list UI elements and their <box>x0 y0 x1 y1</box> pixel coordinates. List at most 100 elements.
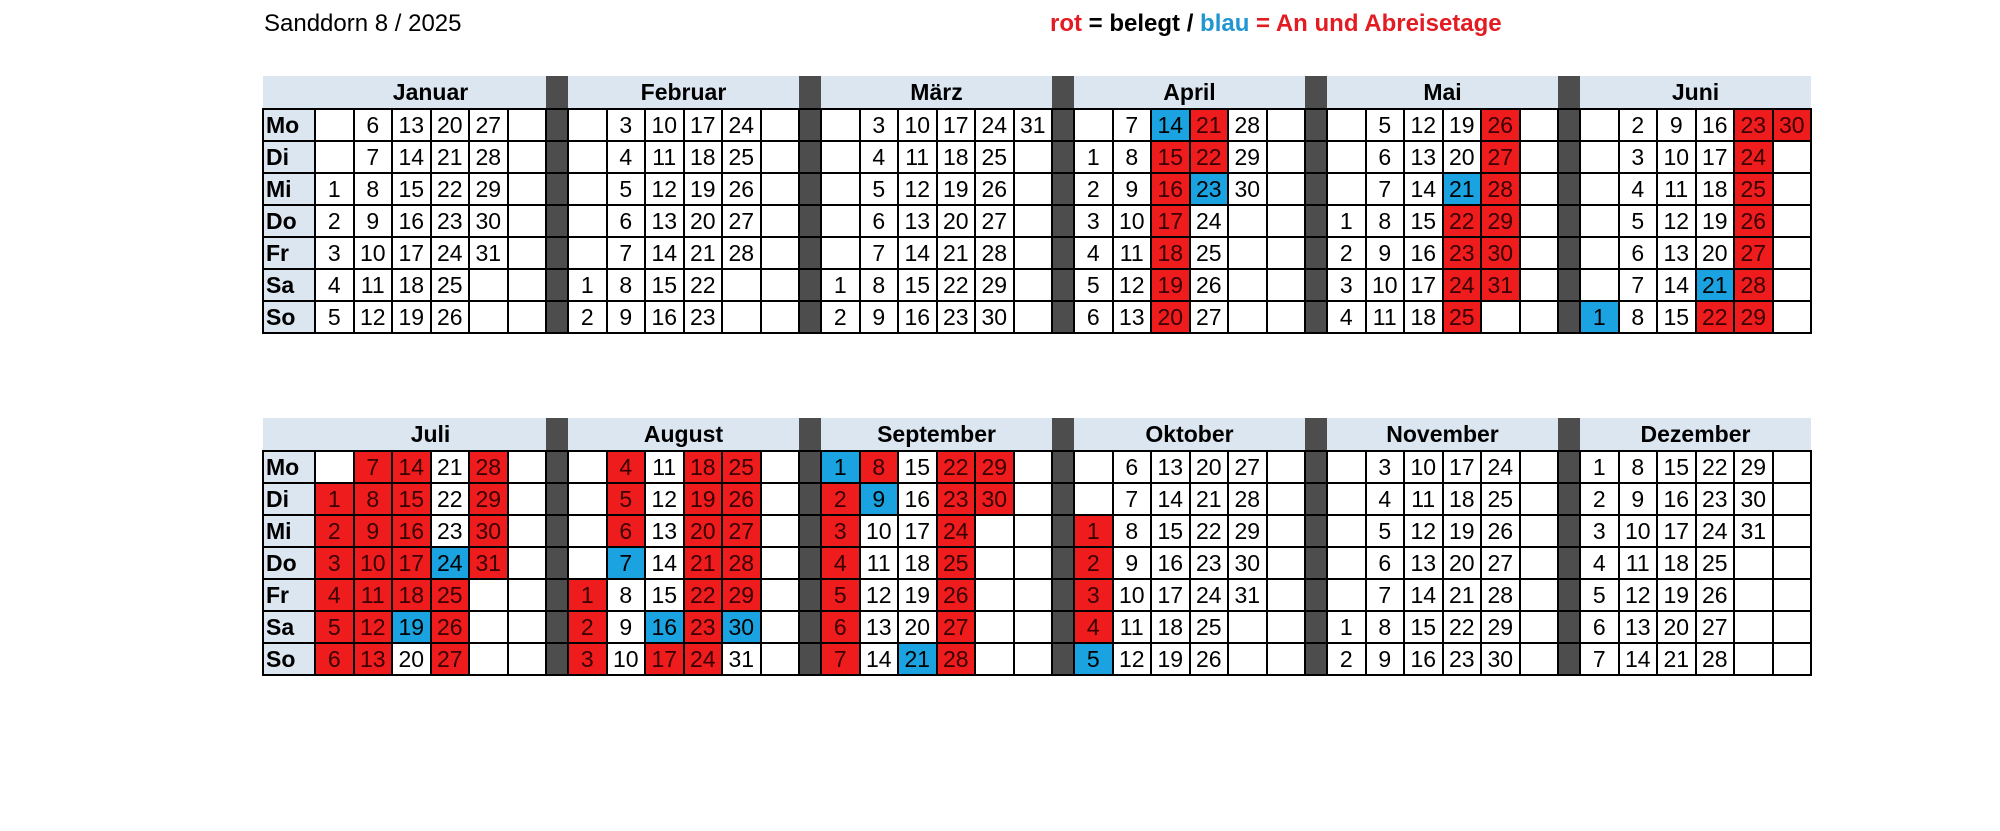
day-cell: 5 <box>1579 578 1620 612</box>
day-cell: 6 <box>605 204 646 238</box>
day-cell <box>1579 140 1620 174</box>
month-separator <box>1051 610 1075 644</box>
day-cell: 11 <box>352 578 393 612</box>
day-cell <box>1265 300 1306 334</box>
day-cell: 23 <box>682 300 723 334</box>
weekday-label: Fr <box>262 578 316 612</box>
day-cell <box>567 482 608 516</box>
month-separator <box>1557 610 1581 644</box>
day-cell: 4 <box>1073 236 1114 270</box>
day-cell: 8 <box>1364 204 1405 238</box>
day-cell <box>1012 450 1053 484</box>
day-cell: 26 <box>1480 514 1521 548</box>
month-separator <box>1051 514 1075 548</box>
day-cell: 5 <box>1073 268 1114 302</box>
day-cell: 24 <box>429 236 470 270</box>
day-cell: 17 <box>391 546 432 580</box>
day-cell: 2 <box>1617 108 1658 142</box>
day-cell: 8 <box>352 172 393 206</box>
day-cell: 7 <box>605 236 646 270</box>
day-cell: 8 <box>1617 450 1658 484</box>
day-cell <box>1265 204 1306 238</box>
month-separator <box>1557 268 1581 302</box>
day-cell: 30 <box>1733 482 1774 516</box>
day-cell: 16 <box>897 300 938 334</box>
month-separator <box>1557 236 1581 270</box>
day-cell: 19 <box>391 300 432 334</box>
day-cell <box>1733 642 1774 676</box>
weekday-label: Do <box>262 546 316 580</box>
day-cell: 15 <box>391 172 432 206</box>
day-cell: 9 <box>1364 642 1405 676</box>
day-cell: 24 <box>721 108 762 142</box>
day-cell <box>974 610 1015 644</box>
day-cell: 14 <box>1403 578 1444 612</box>
month-separator <box>1304 514 1328 548</box>
day-cell: 30 <box>974 300 1015 334</box>
day-cell: 9 <box>858 482 899 516</box>
day-cell: 3 <box>858 108 899 142</box>
day-cell: 6 <box>352 108 393 142</box>
month-header: August <box>568 418 799 452</box>
day-cell <box>820 108 861 142</box>
day-cell: 20 <box>1441 140 1482 174</box>
day-cell <box>1326 172 1367 206</box>
day-cell: 2 <box>1326 642 1367 676</box>
day-cell <box>1265 140 1306 174</box>
day-cell: 20 <box>935 204 976 238</box>
day-cell: 10 <box>897 108 938 142</box>
day-cell: 19 <box>682 482 723 516</box>
day-cell: 14 <box>644 236 685 270</box>
month-separator <box>1304 140 1328 174</box>
day-cell: 5 <box>1617 204 1658 238</box>
month-separator <box>545 514 569 548</box>
month-separator <box>545 578 569 612</box>
day-cell: 10 <box>1403 450 1444 484</box>
day-cell: 1 <box>1073 514 1114 548</box>
day-cell: 31 <box>721 642 762 676</box>
day-cell: 7 <box>352 450 393 484</box>
day-cell: 16 <box>391 204 432 238</box>
month-separator <box>545 108 569 142</box>
day-cell <box>759 546 800 580</box>
weekday-label: Fr <box>262 236 316 270</box>
day-cell <box>759 610 800 644</box>
month-header: Februar <box>568 76 799 110</box>
day-cell: 28 <box>1733 268 1774 302</box>
day-cell: 22 <box>1441 610 1482 644</box>
day-cell: 9 <box>605 610 646 644</box>
month-separator <box>1052 418 1074 452</box>
day-cell: 19 <box>1441 514 1482 548</box>
day-cell <box>506 546 547 580</box>
day-cell <box>1579 236 1620 270</box>
month-separator <box>1557 578 1581 612</box>
day-cell: 5 <box>605 482 646 516</box>
month-separator <box>545 268 569 302</box>
day-cell: 13 <box>897 204 938 238</box>
day-cell: 3 <box>567 642 608 676</box>
day-cell: 18 <box>682 450 723 484</box>
day-cell <box>759 108 800 142</box>
day-cell: 7 <box>1579 642 1620 676</box>
day-cell: 25 <box>429 268 470 302</box>
day-cell: 31 <box>468 546 509 580</box>
day-cell: 12 <box>1403 108 1444 142</box>
day-cell: 20 <box>429 108 470 142</box>
day-cell: 12 <box>1111 268 1152 302</box>
month-separator <box>1557 514 1581 548</box>
day-cell: 22 <box>429 172 470 206</box>
day-cell: 3 <box>314 546 355 580</box>
day-cell: 6 <box>1579 610 1620 644</box>
day-cell: 16 <box>1694 108 1735 142</box>
day-cell: 24 <box>1694 514 1735 548</box>
day-cell: 22 <box>1441 204 1482 238</box>
month-separator <box>799 418 821 452</box>
day-cell: 22 <box>935 268 976 302</box>
month-separator <box>1304 108 1328 142</box>
day-cell: 10 <box>352 236 393 270</box>
day-cell: 27 <box>721 514 762 548</box>
day-cell: 22 <box>682 268 723 302</box>
month-separator <box>1051 236 1075 270</box>
month-separator <box>1557 482 1581 516</box>
day-cell <box>1227 204 1268 238</box>
